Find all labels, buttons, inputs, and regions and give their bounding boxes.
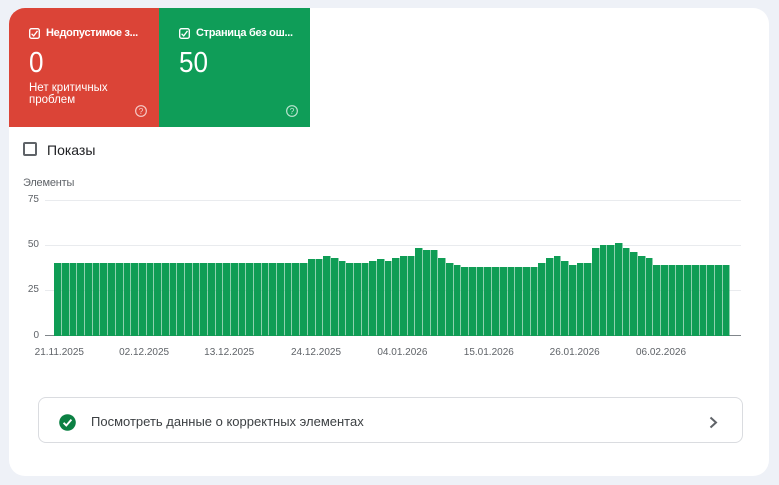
svg-text:?: ? bbox=[290, 106, 295, 116]
svg-text:?: ? bbox=[139, 106, 144, 116]
